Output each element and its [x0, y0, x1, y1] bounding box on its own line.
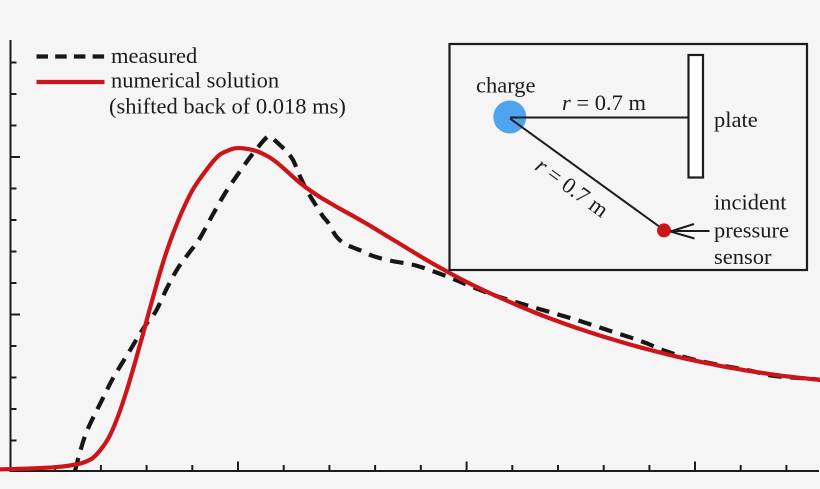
- svg-text:plate: plate: [714, 107, 758, 132]
- svg-text:numerical solution: numerical solution: [111, 68, 279, 93]
- svg-text:incident: incident: [714, 190, 787, 215]
- svg-text:charge: charge: [476, 73, 536, 98]
- svg-text:measured: measured: [111, 43, 197, 68]
- svg-text:(shifted back of 0.018 ms): (shifted back of 0.018 ms): [109, 94, 346, 119]
- svg-text:pressure: pressure: [714, 218, 789, 243]
- svg-text:r = 0.7 m: r = 0.7 m: [562, 90, 646, 115]
- svg-text:sensor: sensor: [714, 244, 772, 269]
